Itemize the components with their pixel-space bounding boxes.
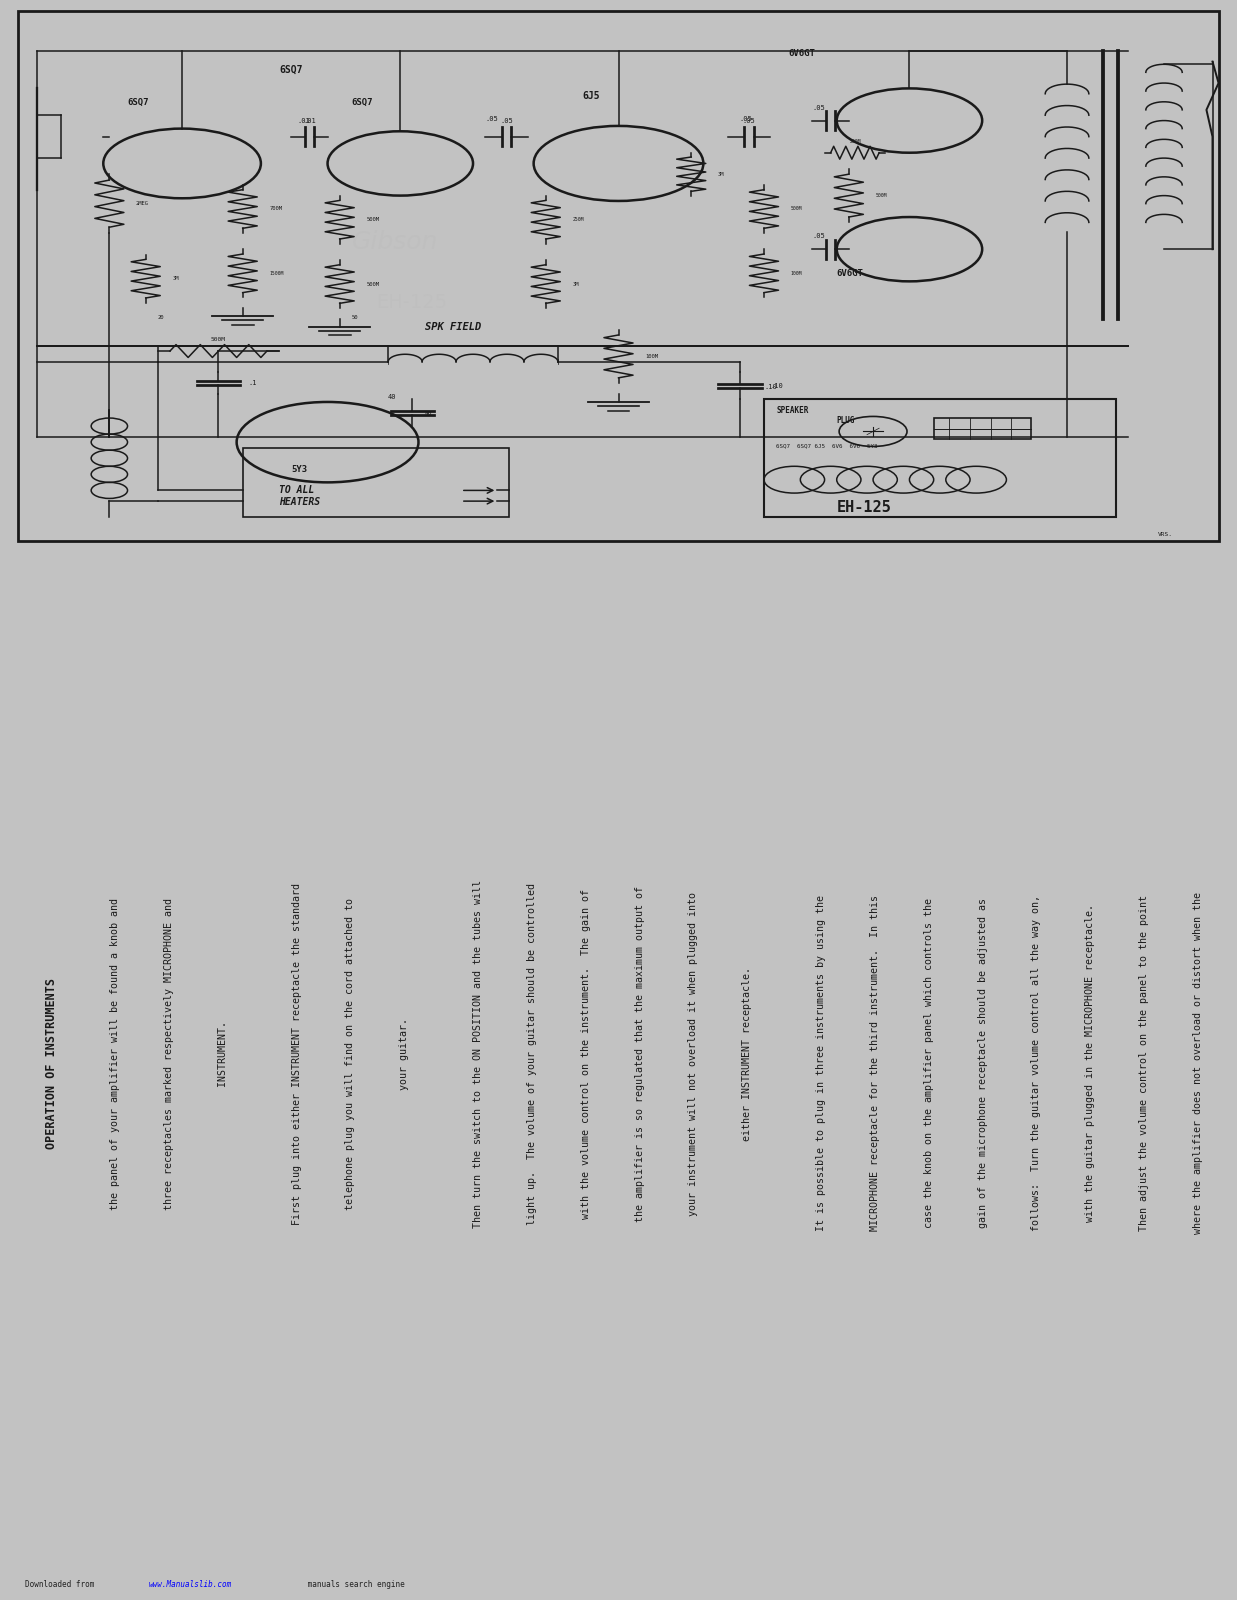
- Bar: [242, 448, 510, 517]
- Text: 6SQ7  6SQ7 6J5  6V6  6V6  5Y3: 6SQ7 6SQ7 6J5 6V6 6V6 5Y3: [776, 443, 877, 448]
- Text: 700M: 700M: [270, 206, 282, 211]
- Text: 200M: 200M: [849, 139, 861, 144]
- Text: 100M: 100M: [790, 270, 802, 275]
- Text: either INSTRUMENT receptacle.: either INSTRUMENT receptacle.: [742, 966, 752, 1158]
- Text: 100M: 100M: [646, 354, 658, 358]
- Text: 500M: 500M: [876, 194, 887, 198]
- Text: follows:  Turn the guitar volume control all the way on,: follows: Turn the guitar volume control …: [1032, 896, 1042, 1232]
- Text: EH-125: EH-125: [376, 293, 447, 312]
- Text: gain of the microphone receptacle should be adjusted as: gain of the microphone receptacle should…: [977, 898, 987, 1229]
- Text: where the amplifier does not overload or distort when the: where the amplifier does not overload or…: [1194, 893, 1204, 1234]
- Bar: [764, 400, 1116, 517]
- Text: .05: .05: [813, 106, 825, 110]
- Text: 250M: 250M: [573, 218, 584, 222]
- Text: It is possible to plug in three instruments by using the: It is possible to plug in three instrume…: [816, 896, 826, 1232]
- Text: Gibson: Gibson: [351, 230, 438, 254]
- Text: 3M: 3M: [573, 282, 579, 286]
- Text: 3M: 3M: [172, 277, 179, 282]
- Text: .05: .05: [500, 118, 513, 125]
- Text: EH-125: EH-125: [836, 499, 892, 515]
- Text: 40: 40: [388, 394, 397, 400]
- Text: PLUG: PLUG: [836, 416, 855, 426]
- Text: 1500M: 1500M: [270, 270, 283, 275]
- Text: with the guitar plugged in the MICROPHONE receptacle.: with the guitar plugged in the MICROPHON…: [1085, 904, 1096, 1222]
- Text: VRS.: VRS.: [1158, 531, 1173, 538]
- Text: with the volume control on the instrument.  The gain of: with the volume control on the instrumen…: [580, 890, 591, 1237]
- Text: TO ALL
HEATERS: TO ALL HEATERS: [280, 485, 320, 507]
- Text: 20: 20: [158, 315, 165, 320]
- Text: .05: .05: [742, 118, 756, 125]
- Text: 3M: 3M: [717, 171, 725, 176]
- Text: .05: .05: [485, 115, 499, 122]
- Text: .1: .1: [249, 381, 257, 386]
- Text: telephone plug you will find on the cord attached to: telephone plug you will find on the cord…: [345, 898, 355, 1229]
- Text: the amplifier is so regulated that the maximum output of: the amplifier is so regulated that the m…: [635, 886, 644, 1240]
- Text: .01: .01: [303, 118, 315, 125]
- Text: the panel of your amplifier will be found a knob and: the panel of your amplifier will be foun…: [110, 898, 120, 1229]
- Text: 500M: 500M: [212, 338, 226, 342]
- Bar: [934, 418, 1030, 440]
- Text: Then adjust the volume control on the panel to the point: Then adjust the volume control on the pa…: [1139, 896, 1149, 1232]
- Text: INSTRUMENT.: INSTRUMENT.: [218, 1021, 228, 1106]
- Text: 500M: 500M: [366, 218, 380, 222]
- Text: 50: 50: [351, 315, 359, 320]
- Text: .05: .05: [813, 234, 825, 240]
- Text: 6V6GT: 6V6GT: [788, 50, 815, 58]
- Text: 2MEG: 2MEG: [136, 202, 148, 206]
- Text: 500M: 500M: [790, 206, 802, 211]
- Text: 6SQ7: 6SQ7: [351, 98, 374, 107]
- Text: .05: .05: [740, 115, 752, 122]
- Text: .01: .01: [297, 118, 310, 125]
- Text: Downloaded from: Downloaded from: [25, 1581, 99, 1589]
- Text: 5Y3: 5Y3: [291, 464, 307, 474]
- Text: Then turn the switch to the ON POSITION and the tubes will: Then turn the switch to the ON POSITION …: [473, 880, 482, 1246]
- Text: .10: .10: [764, 384, 777, 389]
- Text: 6SQ7: 6SQ7: [280, 64, 303, 74]
- Text: your guitar.: your guitar.: [400, 1018, 409, 1109]
- Text: MICROPHONE receptacle for the third instrument.  In this: MICROPHONE receptacle for the third inst…: [870, 896, 880, 1232]
- Text: 6J5: 6J5: [583, 91, 600, 101]
- Text: case the knob on the amplifier panel which controls the: case the knob on the amplifier panel whi…: [924, 898, 934, 1229]
- Text: 6SQ7: 6SQ7: [127, 98, 148, 107]
- Text: .10: .10: [769, 382, 783, 389]
- Text: 40: 40: [424, 411, 432, 416]
- Text: 6V6GT: 6V6GT: [836, 269, 863, 278]
- Text: First plug into either INSTRUMENT receptacle the standard: First plug into either INSTRUMENT recept…: [292, 883, 302, 1243]
- Text: www.Manualslib.com: www.Manualslib.com: [148, 1581, 231, 1589]
- Text: SPK FIELD: SPK FIELD: [424, 322, 481, 331]
- Text: 500M: 500M: [366, 282, 380, 286]
- Text: light up.  The volume of your guitar should be controlled: light up. The volume of your guitar shou…: [527, 883, 537, 1243]
- Text: SPEAKER: SPEAKER: [776, 406, 809, 414]
- Text: manuals search engine: manuals search engine: [303, 1581, 404, 1589]
- Text: three receptacles marked respectively MICROPHONE and: three receptacles marked respectively MI…: [165, 898, 174, 1229]
- Text: OPERATION OF INSTRUMENTS: OPERATION OF INSTRUMENTS: [45, 978, 58, 1149]
- Text: your instrument will not overload it when plugged into: your instrument will not overload it whe…: [689, 893, 699, 1234]
